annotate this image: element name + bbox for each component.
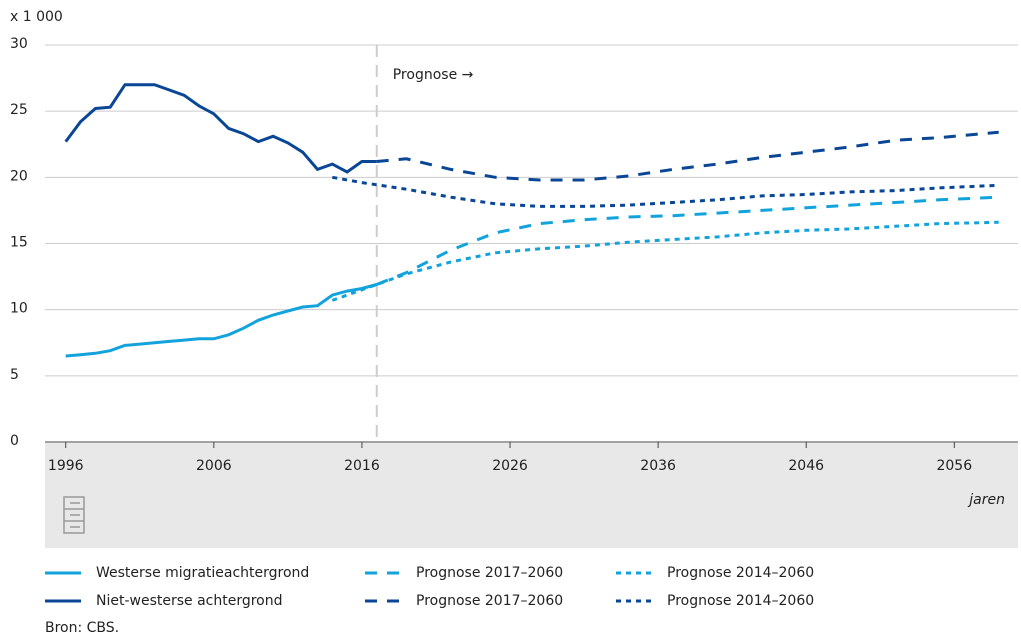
x-tick-label: 1996 — [48, 458, 84, 474]
legend-label: Prognose 2014–2060 — [667, 565, 814, 581]
legend-label: Prognose 2014–2060 — [667, 593, 814, 609]
series-line — [331, 220, 999, 302]
legend-label: Prognose 2017–2060 — [416, 593, 563, 609]
x-tick-label: 2046 — [788, 458, 824, 474]
y-tick-label: 15 — [10, 235, 28, 251]
series-line — [376, 130, 999, 182]
x-tick-label: 2036 — [640, 458, 676, 474]
legend-label: Prognose 2017–2060 — [416, 565, 563, 581]
y-unit-label: x 1 000 — [10, 9, 63, 25]
legend-label: Niet-westerse achtergrond — [96, 593, 283, 609]
legend-label: Westerse migratieachtergrond — [96, 565, 309, 581]
y-tick-label: 10 — [10, 301, 28, 317]
annotation: Prognose → — [393, 67, 474, 83]
y-tick-label: 5 — [10, 367, 19, 383]
axis-band — [45, 443, 1018, 548]
source: Bron: CBS. — [45, 620, 119, 636]
y-tick-label: 30 — [10, 36, 28, 52]
cbs-logo — [63, 496, 85, 534]
x-tick-label: 2006 — [196, 458, 232, 474]
x-tick-label: 2026 — [492, 458, 528, 474]
series-line — [376, 195, 999, 286]
series-line — [64, 83, 377, 174]
x-tick-label: 2016 — [344, 458, 380, 474]
y-tick-label: 20 — [10, 168, 28, 184]
series-line — [65, 283, 378, 358]
x-axis-label: jaren — [967, 492, 1005, 508]
y-tick-label: 25 — [10, 102, 28, 118]
y-tick-label: 0 — [10, 433, 19, 449]
x-tick-label: 2056 — [936, 458, 972, 474]
series-line — [332, 175, 999, 208]
